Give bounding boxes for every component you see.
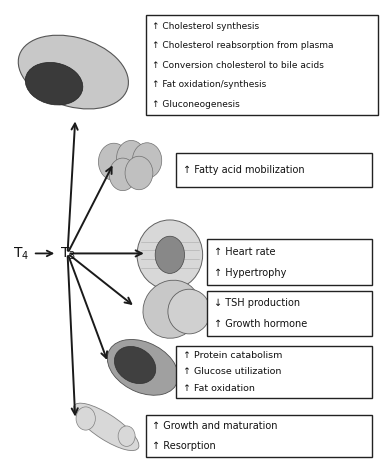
Text: ↑ Fat oxidation: ↑ Fat oxidation	[183, 384, 255, 392]
Text: ↑ Growth hormone: ↑ Growth hormone	[214, 319, 308, 329]
Circle shape	[76, 407, 95, 430]
Circle shape	[132, 143, 162, 178]
Text: ↑ Fat oxidation/synthesis: ↑ Fat oxidation/synthesis	[152, 80, 267, 89]
Text: ↑ Cholesterol synthesis: ↑ Cholesterol synthesis	[152, 21, 260, 31]
Ellipse shape	[114, 346, 156, 384]
Circle shape	[125, 156, 153, 190]
Circle shape	[118, 426, 135, 446]
Ellipse shape	[25, 62, 83, 105]
Circle shape	[98, 143, 129, 180]
Text: ↑ Conversion cholesterol to bile acids: ↑ Conversion cholesterol to bile acids	[152, 60, 324, 70]
Text: ↑ Heart rate: ↑ Heart rate	[214, 246, 276, 257]
Circle shape	[117, 140, 146, 176]
Circle shape	[109, 158, 136, 191]
Text: ↑ Glucose utilization: ↑ Glucose utilization	[183, 367, 282, 376]
Text: ↓ TSH production: ↓ TSH production	[214, 298, 300, 308]
Text: T$_3$: T$_3$	[59, 245, 76, 262]
Text: ↑ Cholesterol reabsorption from plasma: ↑ Cholesterol reabsorption from plasma	[152, 41, 334, 50]
Text: ↑ Growth and maturation: ↑ Growth and maturation	[152, 421, 278, 431]
Text: ↑ Fatty acid mobilization: ↑ Fatty acid mobilization	[183, 165, 305, 175]
Ellipse shape	[168, 289, 210, 334]
Ellipse shape	[73, 403, 139, 451]
Ellipse shape	[143, 280, 201, 338]
Text: T$_4$: T$_4$	[13, 245, 29, 262]
FancyBboxPatch shape	[176, 346, 372, 398]
Ellipse shape	[18, 35, 129, 109]
FancyBboxPatch shape	[207, 291, 372, 336]
Text: ↑ Resorption: ↑ Resorption	[152, 441, 216, 451]
Text: ↑ Protein catabolism: ↑ Protein catabolism	[183, 351, 283, 360]
Ellipse shape	[107, 339, 178, 395]
Text: ↑ Gluconeogenesis: ↑ Gluconeogenesis	[152, 100, 240, 109]
FancyBboxPatch shape	[207, 239, 372, 285]
FancyBboxPatch shape	[146, 15, 378, 115]
Ellipse shape	[137, 220, 203, 290]
Text: ↑ Hypertrophy: ↑ Hypertrophy	[214, 268, 286, 278]
FancyBboxPatch shape	[176, 153, 372, 187]
FancyBboxPatch shape	[146, 415, 372, 457]
Ellipse shape	[155, 236, 185, 273]
